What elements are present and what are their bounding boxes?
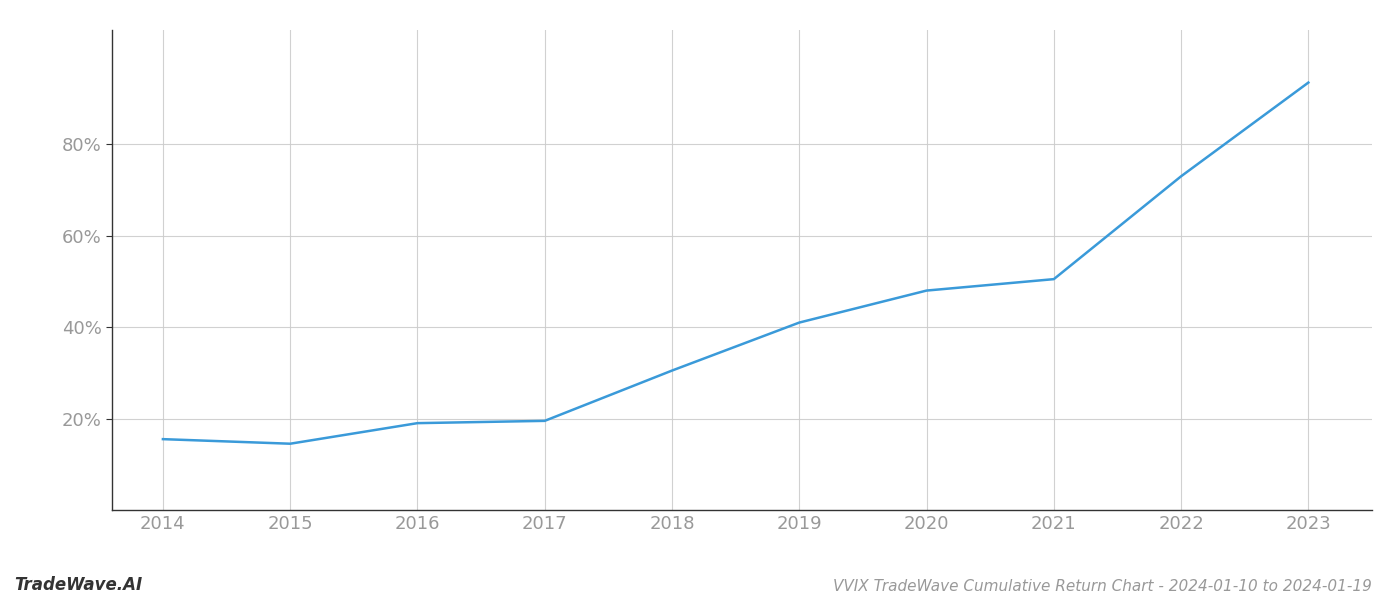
Text: TradeWave.AI: TradeWave.AI: [14, 576, 143, 594]
Text: VVIX TradeWave Cumulative Return Chart - 2024-01-10 to 2024-01-19: VVIX TradeWave Cumulative Return Chart -…: [833, 579, 1372, 594]
